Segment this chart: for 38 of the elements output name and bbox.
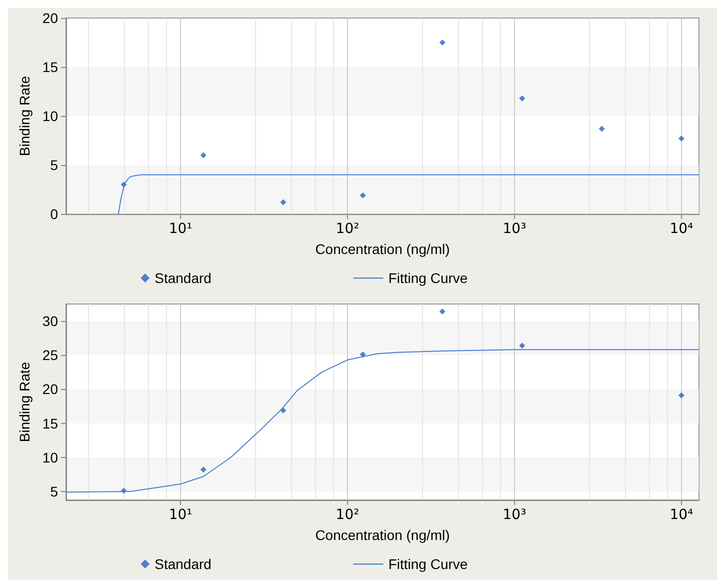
point (360, 192, 366, 198)
x-tick-label: 10¹ (168, 507, 192, 523)
x-tick-label: 10⁴ (670, 507, 694, 523)
x-tick-label: 10⁴ (670, 221, 694, 237)
x-axis-title: Concentration (ng/ml) (315, 527, 450, 543)
point (280, 199, 286, 206)
y-tick-label: 15 (42, 415, 58, 432)
x-tick-label: 10³ (502, 507, 526, 523)
point (439, 308, 446, 314)
point (360, 351, 366, 358)
y-tick-label: 25 (42, 347, 58, 364)
y-tick-label: 5 (50, 483, 58, 500)
point (678, 136, 684, 142)
x-tick-label: 10² (336, 507, 360, 523)
legend-label: Fitting Curve (388, 556, 468, 572)
x-tick-label: 10² (336, 221, 360, 237)
y-tick-label: 10 (42, 449, 58, 466)
y-tick-label: 20 (42, 10, 58, 26)
x-tick-label: 10³ (502, 221, 526, 237)
point (200, 466, 206, 473)
x-axis-title: Concentration (ng/ml) (315, 241, 450, 257)
y-tick-label: 20 (42, 381, 58, 398)
y-tick-label: 5 (50, 157, 58, 173)
y-axis-title: Binding Rate (16, 76, 33, 156)
legend-label: Fitting Curve (388, 270, 468, 286)
y-tick-label: 30 (42, 313, 58, 330)
y-tick-label: 0 (50, 206, 58, 222)
y-tick-label: 10 (42, 108, 58, 124)
point (519, 95, 526, 102)
y-axis-title: Binding Rate (16, 362, 33, 442)
point (519, 342, 526, 349)
legend-label: Standard (154, 556, 212, 572)
point (598, 126, 605, 132)
legend-label: Standard (154, 270, 212, 286)
y-tick-label: 15 (42, 59, 58, 75)
x-tick-label: 10¹ (168, 221, 192, 237)
point (200, 152, 206, 158)
point (439, 40, 446, 46)
